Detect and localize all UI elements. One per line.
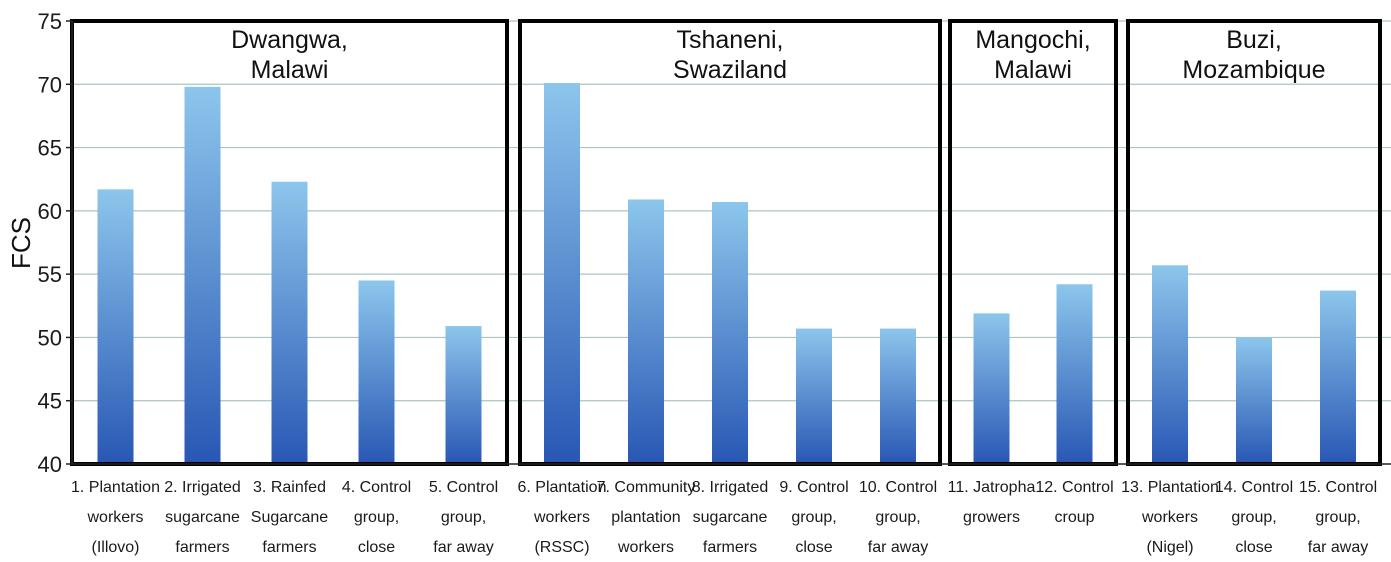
category-label-line: 5. Control [429,479,498,496]
category-label-line: croup [1054,509,1094,526]
y-axis-label: FCS [6,217,36,269]
bar [1236,337,1272,464]
category-label: 4. Control group, close [342,479,411,556]
category-label-line: 1. Plantation [71,479,160,496]
panel-title: Mozambique [1182,56,1325,84]
bar [544,83,580,465]
category-label-line: group, [1231,509,1276,526]
category-label-line: 2. Irrigated [164,479,240,496]
category-label-line: close [795,539,832,556]
y-tick-label: 45 [38,389,62,414]
bar [712,201,748,465]
category-label: 1. Plantation workers (Illovo) [71,479,160,556]
y-tick-label: 60 [38,199,62,224]
category-label-line: far away [433,539,493,556]
category-label: 11. Jatropha growers [948,479,1036,526]
category-label-line: close [358,539,395,556]
category-label-line: farmers [262,539,316,556]
y-tick-label: 75 [38,9,62,34]
category-label-line: 3. Rainfed [253,479,326,496]
category-label-line: group, [441,509,486,526]
category-label-line: 10. Control [859,479,937,496]
category-label-line: growers [963,509,1020,526]
category-label: 8. Irrigated sugarcane farmers [692,479,768,556]
category-label-line: 6. Plantation [518,479,607,496]
category-label: 5. Control group, far away [429,479,498,556]
category-label: 12. Control croup [1035,479,1113,526]
panel-title: Tshaneni, [676,26,783,54]
bar [271,181,308,464]
category-label-line: workers [1141,509,1198,526]
category-label: 13. Plantation workers (Nigel) [1121,479,1219,556]
category-label-line: sugarcane [693,509,768,526]
category-label-line: sugarcane [165,509,240,526]
category-label-line: farmers [175,539,229,556]
category-label-line: farmers [703,539,757,556]
category-label-line: 14. Control [1215,479,1293,496]
y-axis: 40 45 50 55 60 65 70 75 [38,9,1391,477]
category-label: 15. Control group, far away [1299,479,1377,556]
category-label: 10. Control group, far away [859,479,937,556]
category-label-line: 13. Plantation [1121,479,1219,496]
category-label-line: (RSSC) [534,539,589,556]
category-label: 9. Control group, close [779,479,848,556]
panel-title: Malawi [251,56,329,84]
category-label: 2. Irrigated sugarcane farmers [164,479,240,556]
bars [97,83,1356,465]
category-labels: 1. Plantation workers (Illovo) 2. Irrigated… [71,479,1377,556]
category-label-line: Sugarcane [251,509,328,526]
y-tick-label: 50 [38,325,62,350]
bar [1320,290,1356,464]
category-label-line: workers [617,539,674,556]
category-label-line: 11. Jatropha [948,479,1036,496]
category-label: 7. Community plantation workers [597,479,696,556]
category-label-line: group, [791,509,836,526]
panel-title: Buzi, [1226,26,1282,54]
bar [184,86,221,465]
y-tick-label: 70 [38,72,62,97]
panel-title: Malawi [994,56,1072,84]
panel-title: Swaziland [673,56,787,84]
category-label: 3. Rainfed Sugarcane farmers [251,479,328,556]
y-tick-label: 40 [38,452,62,477]
bar [1152,265,1188,464]
category-label: 14. Control group, close [1215,479,1293,556]
category-label-line: workers [86,509,143,526]
category-label: 6. Plantation workers (RSSC) [518,479,607,556]
bar [796,328,832,464]
panel-title: Mangochi, [975,26,1090,54]
category-label-line: close [1235,539,1272,556]
category-label-line: 8. Irrigated [692,479,768,496]
bar [358,280,395,464]
category-label-line: 9. Control [779,479,848,496]
bar [880,328,916,464]
y-tick-label: 55 [38,262,62,287]
bar [97,189,134,464]
bar [973,313,1010,464]
category-label-line: 7. Community [597,479,696,496]
bar [628,199,664,465]
category-label-line: group, [875,509,920,526]
category-label-line: group, [1315,509,1360,526]
category-label-line: plantation [611,509,680,526]
category-label-line: far away [1308,539,1368,556]
category-label-line: workers [533,509,590,526]
category-label-line: 4. Control [342,479,411,496]
category-label-line: (Nigel) [1146,539,1193,556]
panel-title: Dwangwa, [231,26,348,54]
category-label-line: 12. Control [1035,479,1113,496]
category-label-line: far away [868,539,928,556]
category-label-line: group, [354,509,399,526]
y-tick-label: 65 [38,136,62,161]
category-label-line: 15. Control [1299,479,1377,496]
category-label-line: (Illovo) [91,539,139,556]
bar [445,326,482,464]
bar [1056,284,1093,464]
